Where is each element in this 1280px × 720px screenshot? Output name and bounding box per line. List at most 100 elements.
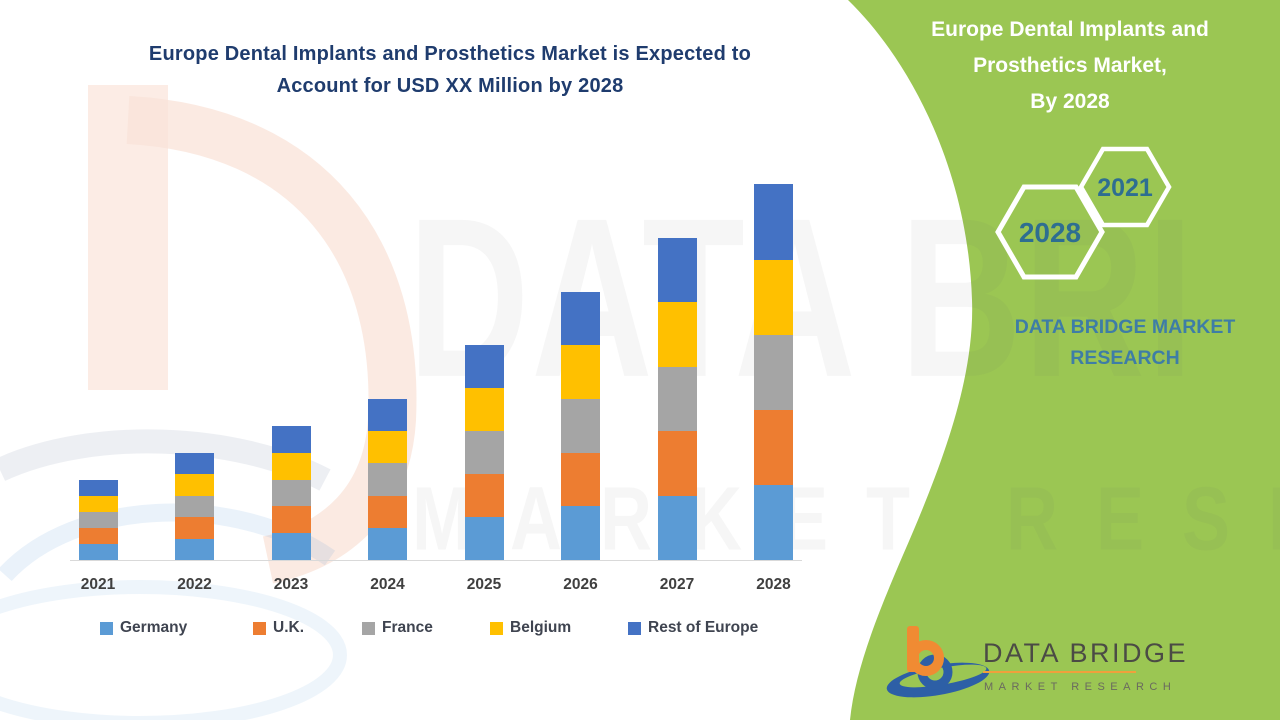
legend-label: U.K. [273, 619, 304, 636]
bar-segment-germany [561, 506, 600, 560]
bar-segment-germany [175, 538, 214, 560]
side-panel-title: Europe Dental Implants and Prosthetics M… [880, 12, 1260, 120]
bar-segment-u-k- [368, 495, 407, 528]
stacked-bar-2028 [754, 184, 793, 560]
bar-segment-france [657, 366, 697, 432]
green-panel-shape [848, 0, 1280, 720]
side-panel-title-line1: Europe Dental Implants and [931, 18, 1209, 41]
bar-segment-rest-of-europe [271, 425, 311, 453]
stacked-bar-2027 [657, 238, 697, 560]
chart-title: Europe Dental Implants and Prosthetics M… [60, 38, 840, 102]
bar-segment-belgium [78, 495, 118, 512]
bar-segment-germany [368, 527, 407, 560]
x-axis-label: 2023 [273, 576, 309, 593]
chart-title-line2: Account for USD XX Million by 2028 [276, 75, 624, 97]
bar-segment-belgium [175, 474, 214, 496]
bar-segment-france [464, 431, 504, 475]
bar-segment-u-k- [561, 452, 600, 507]
legend-item-germany: Germany [100, 619, 187, 637]
x-axis-label: 2024 [370, 576, 405, 593]
chart-title-line1: Europe Dental Implants and Prosthetics M… [148, 43, 752, 65]
stacked-bar-2021 [78, 479, 118, 560]
watermark-text-bottom: MARKET RESE [412, 469, 1280, 570]
x-axis-label: 2028 [756, 576, 791, 593]
legend-swatch-icon [490, 621, 503, 635]
legend-swatch-icon [628, 621, 641, 635]
logo-b-bowl-icon [908, 640, 944, 676]
bar-segment-u-k- [464, 474, 504, 518]
bar-segment-france [175, 495, 214, 518]
bar-segment-france [78, 511, 118, 528]
bar-segment-u-k- [78, 527, 118, 544]
legend-item-france: France [362, 619, 433, 637]
bar-segment-germany [78, 543, 118, 560]
bar-segment-france [754, 334, 793, 410]
bar-segment-belgium [754, 259, 793, 335]
bar-segment-belgium [464, 388, 504, 432]
side-panel-brand-line1: DATA BRIDGE MARKET [1014, 316, 1236, 338]
bar-segment-belgium [657, 302, 697, 367]
data-bridge-logo: DATA BRIDGE MARKET RESEARCH [886, 626, 1188, 698]
x-axis-label: 2026 [563, 576, 598, 593]
hexagon-2021-year: 2021 [1097, 174, 1153, 202]
side-panel-title-line2: Prosthetics Market, [973, 54, 1167, 77]
bar-segment-germany [464, 517, 504, 560]
bar-segment-u-k- [657, 431, 697, 496]
bar-segment-belgium [561, 345, 600, 400]
legend-item-belgium: Belgium [490, 619, 571, 637]
stacked-bar-2025 [464, 345, 504, 560]
bar-segment-france [561, 399, 600, 453]
hexagon-2028-year: 2028 [1019, 217, 1081, 248]
x-axis-label: 2022 [177, 576, 212, 593]
bar-segment-rest-of-europe [78, 479, 118, 496]
bar-segment-rest-of-europe [657, 238, 697, 303]
watermark-peach-arc [126, 96, 417, 584]
watermark-text-top: DATA BRI [408, 170, 1196, 425]
legend-swatch-icon [253, 621, 266, 635]
bar-segment-u-k- [754, 409, 793, 485]
bar-segment-rest-of-europe [464, 345, 504, 389]
hexagon-2021-icon [1078, 146, 1172, 228]
bar-segment-rest-of-europe [175, 452, 214, 475]
legend-swatch-icon [362, 621, 375, 635]
bar-segment-u-k- [271, 506, 311, 534]
year-hexagons: 2021 2028 [995, 146, 1172, 280]
hexagon-2028-icon [995, 184, 1105, 280]
bar-segment-belgium [271, 452, 311, 480]
x-axis-label: 2025 [466, 576, 502, 593]
side-panel-brand-line2: RESEARCH [1070, 347, 1180, 369]
stacked-bar-2022 [175, 452, 214, 560]
bar-segment-belgium [368, 431, 407, 464]
bar-segment-germany [657, 495, 697, 560]
bar-segment-rest-of-europe [754, 184, 793, 260]
x-axis-label: 2021 [80, 576, 116, 593]
bar-segment-france [271, 479, 311, 507]
legend-swatch-icon [100, 621, 113, 635]
watermark-blue-ellipse [0, 580, 347, 720]
bar-segment-rest-of-europe [561, 291, 600, 346]
logo-name-text: DATA BRIDGE [983, 638, 1188, 668]
legend-label: Belgium [510, 619, 572, 636]
legend-label: Germany [120, 619, 188, 636]
bar-segment-rest-of-europe [368, 399, 407, 432]
bar-segment-germany [271, 533, 311, 560]
legend-label: Rest of Europe [648, 619, 759, 636]
x-axis-line [70, 560, 802, 561]
bar-segment-germany [754, 484, 793, 560]
side-panel-brand-text: DATA BRIDGE MARKET RESEARCH [960, 312, 1280, 374]
bar-segment-u-k- [175, 517, 214, 539]
legend-label: France [382, 619, 433, 636]
legend-item-rest-of-europe: Rest of Europe [628, 619, 758, 637]
bar-segment-france [368, 463, 407, 496]
logo-tagline-text: MARKET RESEARCH [984, 681, 1176, 693]
stacked-bar-2024 [368, 399, 407, 560]
logo-divider-line [983, 671, 1136, 673]
x-axis-label: 2027 [659, 576, 695, 593]
legend-item-u-k-: U.K. [253, 619, 304, 637]
side-panel-title-line3: By 2028 [1030, 90, 1110, 113]
stacked-bar-2026 [561, 291, 600, 560]
stacked-bar-2023 [271, 425, 311, 560]
